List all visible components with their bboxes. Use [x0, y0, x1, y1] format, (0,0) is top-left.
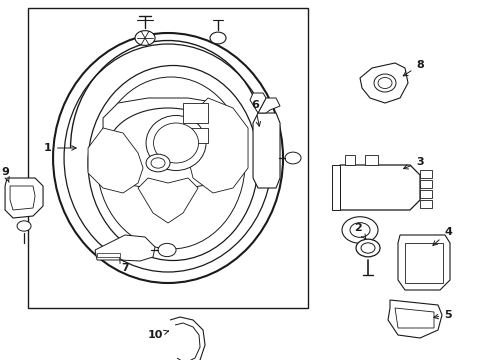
Text: 2: 2 [353, 223, 365, 239]
Circle shape [210, 32, 225, 44]
Polygon shape [95, 235, 155, 261]
Polygon shape [394, 308, 433, 328]
Polygon shape [404, 243, 442, 283]
Polygon shape [183, 128, 207, 143]
Circle shape [146, 154, 170, 172]
Polygon shape [88, 128, 143, 193]
Polygon shape [419, 170, 431, 178]
Circle shape [355, 239, 379, 257]
Polygon shape [138, 178, 198, 223]
Circle shape [341, 217, 377, 243]
Polygon shape [419, 180, 431, 188]
Ellipse shape [88, 66, 258, 261]
Text: 7: 7 [119, 258, 129, 273]
Circle shape [360, 243, 374, 253]
Circle shape [158, 243, 176, 257]
Ellipse shape [153, 123, 198, 163]
Polygon shape [339, 165, 419, 210]
Polygon shape [345, 155, 354, 165]
Ellipse shape [64, 44, 271, 272]
Polygon shape [97, 253, 120, 257]
Polygon shape [5, 178, 43, 218]
Polygon shape [252, 113, 280, 188]
Text: 8: 8 [403, 60, 423, 76]
Text: 9: 9 [1, 167, 9, 183]
Polygon shape [28, 8, 307, 308]
Ellipse shape [377, 77, 391, 89]
Ellipse shape [97, 77, 244, 249]
Text: 4: 4 [432, 227, 451, 246]
Text: 3: 3 [403, 157, 423, 169]
Circle shape [151, 158, 165, 168]
Polygon shape [331, 165, 339, 210]
Polygon shape [188, 98, 247, 193]
Circle shape [17, 221, 31, 231]
Ellipse shape [146, 116, 205, 171]
Polygon shape [359, 63, 407, 103]
Circle shape [135, 31, 155, 45]
Polygon shape [10, 186, 35, 210]
Polygon shape [249, 93, 265, 113]
Ellipse shape [53, 33, 283, 283]
Polygon shape [183, 103, 207, 123]
Polygon shape [258, 98, 280, 113]
Polygon shape [364, 155, 377, 165]
Polygon shape [387, 300, 441, 338]
Ellipse shape [373, 74, 395, 92]
Circle shape [285, 152, 301, 164]
Text: 5: 5 [433, 310, 451, 320]
Text: 10: 10 [147, 330, 168, 340]
Polygon shape [419, 190, 431, 198]
Polygon shape [397, 235, 449, 290]
Polygon shape [103, 98, 233, 188]
Circle shape [349, 222, 369, 237]
Text: 6: 6 [250, 100, 260, 126]
Text: 1: 1 [44, 143, 76, 153]
Polygon shape [419, 200, 431, 208]
